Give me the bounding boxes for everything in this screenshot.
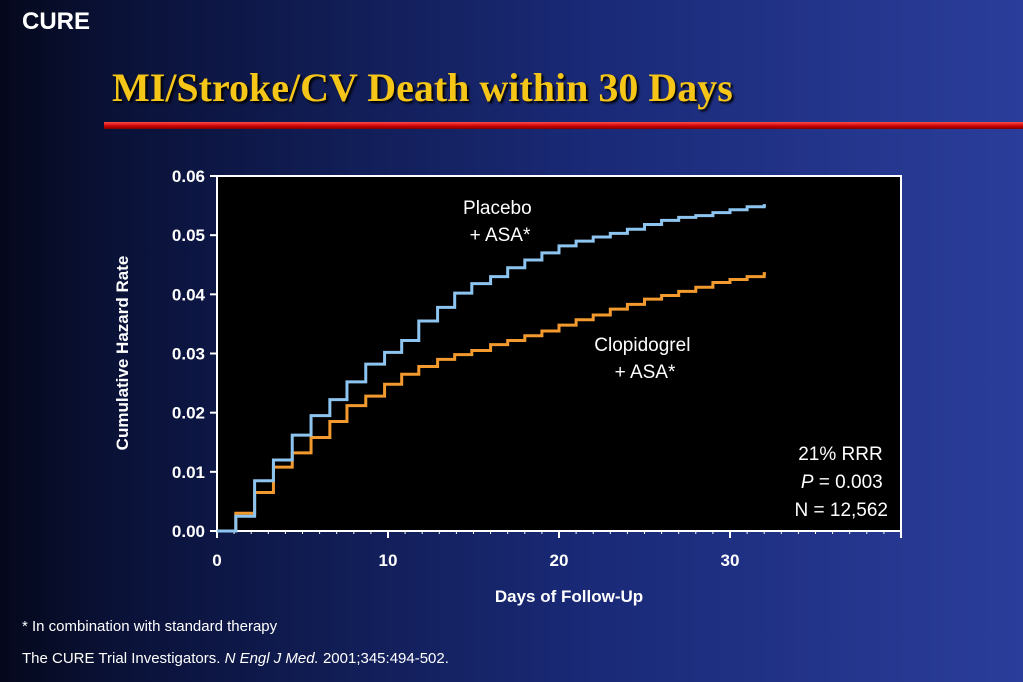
y-tick-label: 0.05	[172, 226, 205, 245]
x-tick-label: 30	[721, 551, 740, 570]
y-tick-label: 0.06	[172, 167, 205, 186]
placebo-label-line-1: Placebo	[463, 198, 532, 219]
p-value-text: P = 0.003	[801, 472, 883, 493]
p-value: = 0.003	[814, 472, 883, 493]
footnote: * In combination with standard therapy	[22, 618, 278, 635]
clopidogrel-label-line-2: + ASA*	[615, 362, 676, 383]
title-divider	[104, 122, 1023, 129]
y-tick-label: 0.04	[172, 285, 206, 304]
x-tick-label: 10	[379, 551, 398, 570]
y-tick-label: 0.01	[172, 463, 205, 482]
x-axis: 0 10 20 30	[212, 531, 902, 570]
p-label: P	[801, 472, 814, 493]
rrr-text: 21% RRR	[798, 444, 882, 465]
citation: The CURE Trial Investigators. N Engl J M…	[22, 650, 449, 667]
brand-label: CURE	[22, 8, 91, 35]
x-axis-title: Days of Follow-Up	[495, 587, 643, 606]
clopidogrel-series-line	[217, 272, 766, 533]
n-text: N = 12,562	[795, 500, 889, 521]
placebo-label-line-2: + ASA*	[470, 225, 531, 246]
x-tick-label: 20	[550, 551, 569, 570]
citation-authors: The CURE Trial Investigators.	[22, 650, 225, 667]
clopidogrel-label-line-1: Clopidogrel	[594, 335, 690, 356]
plot-area	[217, 176, 901, 531]
citation-journal: N Engl J Med.	[224, 650, 319, 667]
y-axis-title: Cumulative Hazard Rate	[113, 256, 132, 451]
x-tick-label: 0	[212, 551, 221, 570]
y-tick-label: 0.00	[172, 522, 205, 541]
citation-details: 2001;345:494-502.	[318, 650, 449, 667]
y-axis: 0.00 0.01 0.02 0.03 0.04 0.05 0.06	[172, 167, 217, 541]
y-tick-label: 0.03	[172, 345, 205, 364]
stats-annotation: 21% RRR P = 0.003 N = 12,562	[795, 444, 889, 521]
slide-title: MI/Stroke/CV Death within 30 Days	[112, 65, 733, 110]
y-tick-label: 0.02	[172, 404, 205, 423]
placebo-series-label: Placebo + ASA*	[463, 198, 537, 246]
clopidogrel-series-label: Clopidogrel + ASA*	[594, 335, 695, 383]
placebo-series-line	[217, 204, 766, 533]
